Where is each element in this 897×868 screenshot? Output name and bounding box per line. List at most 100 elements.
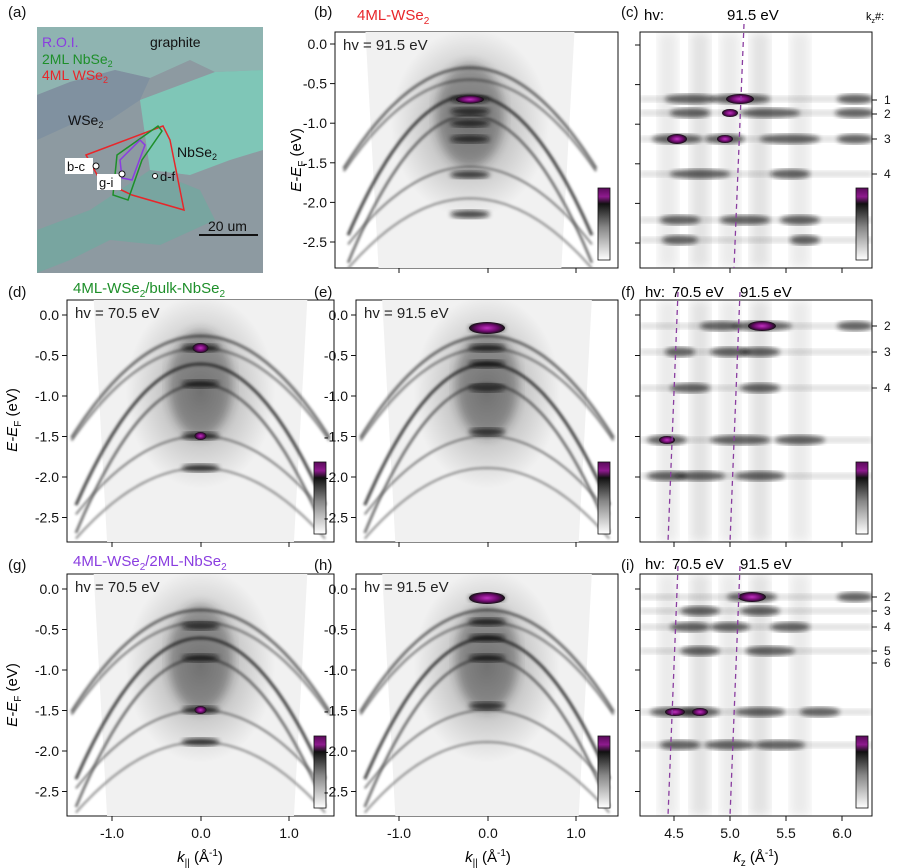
kz-spot bbox=[670, 622, 710, 632]
photon-energy-label: hv = 70.5 eV bbox=[75, 579, 160, 596]
kz-streak bbox=[720, 574, 740, 816]
kz-image bbox=[640, 32, 872, 268]
x-tick-label: 1.0 bbox=[566, 825, 586, 841]
intensity-maximum bbox=[194, 706, 207, 714]
intensity-maximum bbox=[455, 95, 484, 104]
panel-label: (g) bbox=[8, 557, 26, 574]
kz-spot bbox=[837, 94, 872, 104]
label-nbse2: NbSe2 bbox=[177, 144, 217, 162]
y-tick-label: -0.5 bbox=[35, 348, 59, 364]
y-tick-label: -2.5 bbox=[35, 510, 59, 526]
kz-streak bbox=[750, 574, 770, 816]
hv-cut-line bbox=[733, 23, 745, 269]
panel-label: (b) bbox=[314, 4, 332, 21]
kz-spot bbox=[740, 108, 800, 118]
kz-spot bbox=[770, 622, 810, 632]
y-tick-label: 0.0 bbox=[40, 307, 60, 323]
y-tick-label: 0.0 bbox=[329, 581, 349, 597]
y-tick-label: -1.0 bbox=[303, 115, 327, 131]
kz-spot bbox=[740, 606, 780, 616]
kz-band bbox=[640, 136, 872, 142]
kz-intensity-maximum bbox=[659, 436, 675, 444]
kz-spot bbox=[780, 215, 820, 225]
kz-image bbox=[640, 300, 872, 542]
kz-streak bbox=[790, 32, 810, 268]
hv-cut-line bbox=[729, 565, 741, 817]
y-tick-label: -0.5 bbox=[324, 348, 348, 364]
kz-image bbox=[640, 574, 872, 816]
c-hv-value: 91.5 eV bbox=[727, 7, 779, 24]
scalebar-label: 20 um bbox=[208, 218, 247, 234]
kz-streak bbox=[658, 574, 678, 816]
marker-gi-box bbox=[97, 174, 121, 190]
y-tick-label: -1.0 bbox=[35, 388, 59, 404]
band-maximum bbox=[468, 428, 506, 436]
y-tick-label: -1.5 bbox=[324, 703, 348, 719]
colorbar bbox=[597, 735, 611, 809]
kz-spot bbox=[670, 169, 730, 179]
intensity-maximum bbox=[469, 322, 505, 334]
band-maximum bbox=[181, 654, 220, 662]
energy-axis-label-g: E-EF (eV) bbox=[4, 663, 24, 727]
x-tick-label: 6.0 bbox=[832, 825, 852, 841]
kz-band bbox=[640, 237, 872, 243]
arpes-panels: hv = 91.5 eV hv = 70.5 eV hv = 91.5 eV hv =… bbox=[66, 31, 619, 817]
f-hv-value-1: 70.5 eV bbox=[672, 284, 724, 301]
kz-number: 5 bbox=[884, 644, 891, 658]
x-tick-label: 1.0 bbox=[279, 825, 299, 841]
photon-energy-label: hv = 91.5 eV bbox=[343, 37, 428, 54]
marker-df: d-f bbox=[160, 169, 176, 184]
axes-layer: 0.0 -0.5 -1.0 -1.5 -2.0 -2.5 0.0 -0.5 -1.0 -1.5 -2… bbox=[35, 36, 852, 841]
kz-streak bbox=[750, 32, 770, 268]
arpes-panel-e: hv = 91.5 eV bbox=[355, 299, 619, 543]
arpes-panel-b: hv = 91.5 eV bbox=[334, 31, 619, 269]
kz-spot bbox=[670, 383, 710, 393]
band-maximum bbox=[450, 170, 490, 179]
band-line bbox=[347, 197, 593, 268]
panel-label: (e) bbox=[314, 284, 332, 301]
kz-spot bbox=[710, 347, 750, 357]
band-maximum bbox=[468, 702, 506, 710]
band-maximum bbox=[450, 107, 490, 116]
kz-streak bbox=[690, 32, 710, 268]
kz-spot bbox=[735, 707, 785, 717]
kz-spot bbox=[680, 606, 720, 616]
kz-spot bbox=[740, 383, 780, 393]
panel-label: (h) bbox=[314, 557, 332, 574]
kz-number: 4 bbox=[884, 167, 891, 181]
colorbar bbox=[855, 735, 869, 809]
kz-spot bbox=[790, 235, 820, 245]
y-tick-label: 0.0 bbox=[329, 307, 349, 323]
band-maximum bbox=[181, 380, 220, 388]
kz-number: 4 bbox=[884, 620, 891, 634]
y-tick-label: -1.5 bbox=[35, 703, 59, 719]
title-g: 4ML-WSe2/2ML-NbSe2 bbox=[73, 553, 227, 573]
i-hv-value-2: 91.5 eV bbox=[740, 556, 792, 573]
label-graphite: graphite bbox=[150, 34, 201, 50]
panel-label: (d) bbox=[8, 284, 26, 301]
y-tick-label: -2.5 bbox=[324, 510, 348, 526]
kz-intensity-maximum bbox=[665, 708, 685, 716]
kz-panel-f: 2 3 4 bbox=[639, 291, 891, 543]
marker-df-dot bbox=[152, 173, 158, 179]
kz-streak bbox=[658, 32, 678, 268]
band-maximum bbox=[468, 654, 506, 662]
kz-spot bbox=[755, 740, 805, 750]
band-line bbox=[363, 740, 611, 814]
kz-intensity-maximum bbox=[717, 135, 733, 143]
kz-intensity-maximum bbox=[667, 134, 687, 144]
kz-spot bbox=[775, 435, 825, 445]
arpes-image bbox=[359, 300, 615, 542]
colorbar bbox=[855, 187, 869, 261]
kz-axis-label: kz (Å-1) bbox=[733, 848, 779, 868]
panel-label: (c) bbox=[621, 4, 639, 21]
band-maximum bbox=[468, 384, 506, 392]
x-tick-label: -1.0 bbox=[100, 825, 124, 841]
kz-number: 2 bbox=[884, 107, 891, 121]
panel-label: (a) bbox=[8, 4, 26, 21]
arpes-panel-d: hv = 70.5 eV bbox=[66, 299, 335, 543]
kz-spot bbox=[700, 321, 740, 331]
kz-intensity-maximum bbox=[726, 94, 754, 104]
title-d: 4ML-WSe2/bulk-NbSe2 bbox=[73, 280, 225, 300]
